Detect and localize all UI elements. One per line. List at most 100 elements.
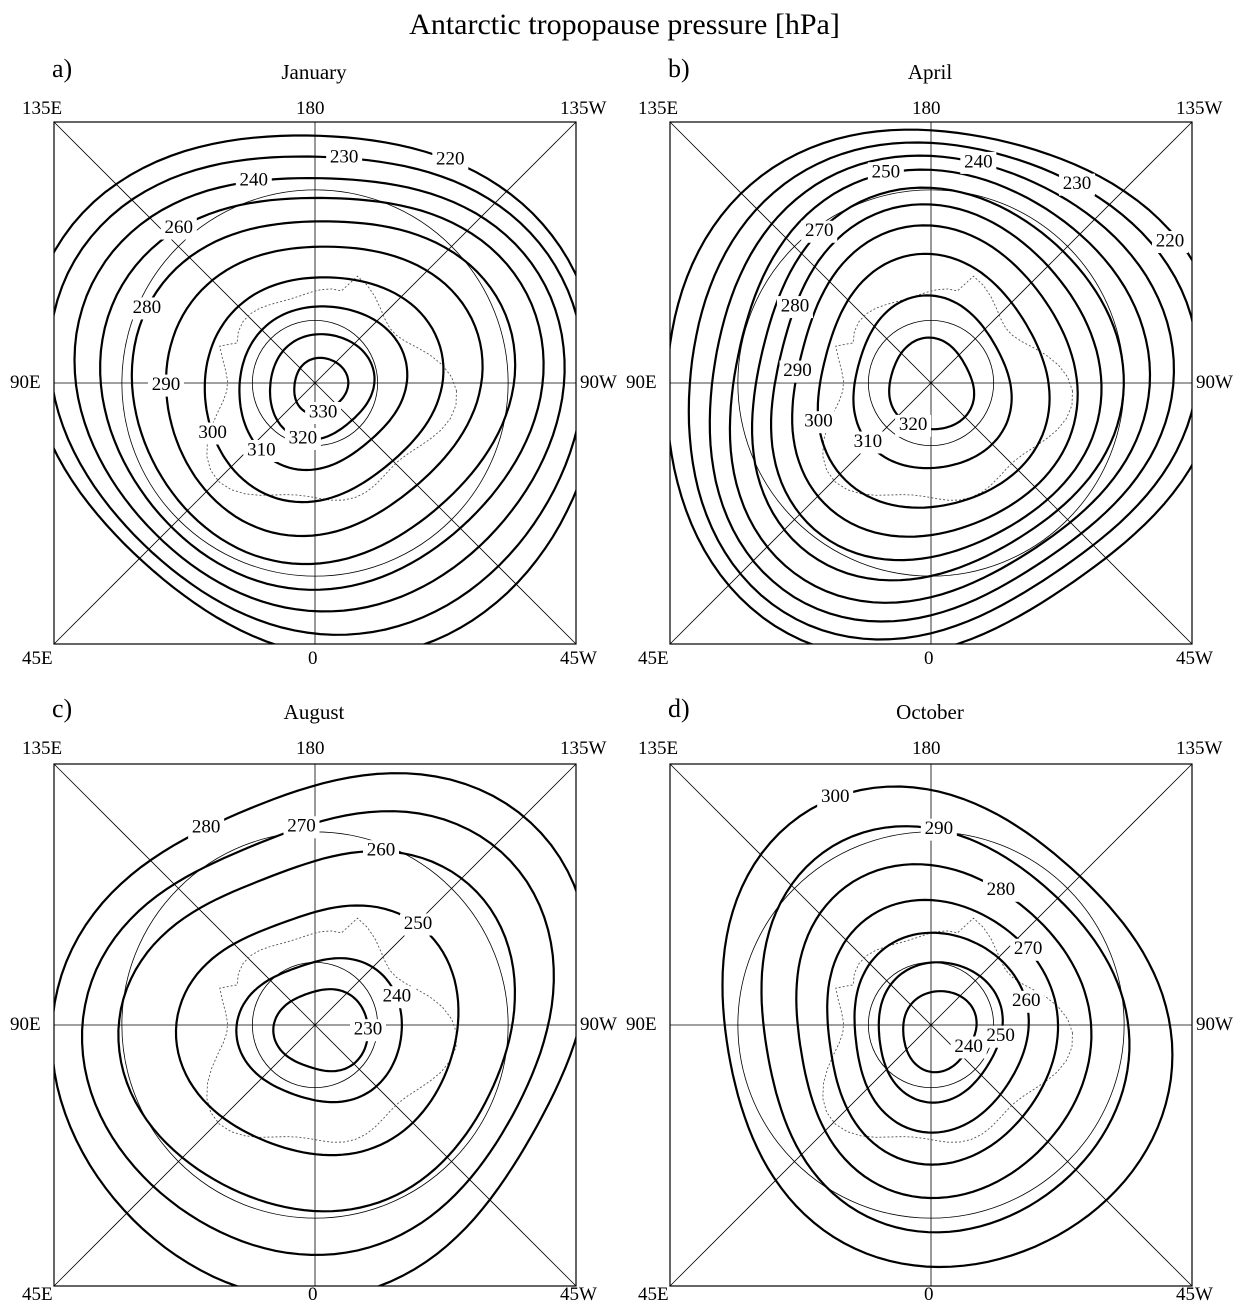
contour-label-260: 260	[1012, 990, 1041, 1011]
contour-250	[174, 904, 460, 1157]
panel-d-letter: d)	[668, 694, 690, 723]
contour-label-240: 240	[383, 986, 412, 1007]
latitude-circle-1	[867, 319, 995, 447]
panel-b-label-90e: 90E	[626, 372, 657, 393]
panel-c-label-135e: 135E	[22, 738, 63, 759]
contour-label-230: 230	[1063, 173, 1092, 194]
panel-b-month: April	[907, 60, 953, 84]
contour-290	[791, 224, 1079, 538]
contour-300	[203, 276, 445, 504]
panel-b-label-0: 0	[924, 648, 934, 669]
contour-label-250: 250	[872, 162, 901, 183]
contour-230	[272, 988, 370, 1073]
contour-label-320: 320	[899, 414, 928, 435]
panel-d-label-45w: 45W	[1176, 1284, 1213, 1305]
contour-240	[708, 154, 1176, 623]
contour-label-bg	[243, 439, 280, 462]
panel-d-label-0: 0	[924, 1284, 934, 1305]
contour-label-bg	[960, 151, 997, 174]
contour-310	[852, 294, 1013, 470]
panel-a-label-180: 180	[296, 98, 325, 119]
panel-b-label-45e: 45E	[638, 648, 669, 669]
contour-280	[130, 220, 517, 566]
contour-label-bg	[817, 786, 854, 809]
panel-c-label-0: 0	[308, 1284, 318, 1305]
panel-a-label-90w: 90W	[580, 372, 617, 393]
panel-c-label-135w: 135W	[560, 738, 607, 759]
panel-d-label-180: 180	[912, 738, 941, 759]
contour-label-280: 280	[133, 297, 162, 318]
panel-c-label-180: 180	[296, 738, 325, 759]
contour-label-bg	[849, 431, 886, 454]
contour-label-bg	[363, 840, 400, 863]
contour-label-320: 320	[289, 427, 318, 448]
contour-label-310: 310	[247, 439, 276, 460]
graticule	[53, 763, 577, 1287]
contour-270	[751, 186, 1125, 582]
contour-label-250: 250	[404, 913, 433, 934]
latitude-circle-2	[121, 189, 509, 577]
contour-label-290: 290	[925, 818, 954, 839]
figure-title: Antarctic tropopause pressure [hPa]	[409, 8, 840, 41]
contour-300	[816, 252, 1051, 509]
contour-label-bg	[194, 422, 231, 445]
panel-a-label-0: 0	[308, 648, 318, 669]
contour-label-bg	[326, 146, 363, 169]
panel-c-label-90w: 90W	[580, 1014, 617, 1035]
contour-280	[795, 863, 1093, 1200]
contour-320	[268, 333, 376, 441]
contour-290	[760, 825, 1131, 1234]
panel-b-letter: b)	[668, 54, 690, 83]
contour-lines	[721, 785, 1174, 1269]
contour-label-bg	[779, 360, 816, 383]
contour-label-bg	[399, 913, 436, 936]
contour-label-230: 230	[330, 146, 359, 167]
contour-label-bg	[349, 1019, 386, 1042]
meridian-135w-45e	[669, 121, 1193, 645]
panel-b-label-135w: 135W	[1176, 98, 1223, 119]
contour-280	[54, 772, 576, 1286]
panel-c-label-90e: 90E	[10, 1014, 41, 1035]
contour-label-bg	[148, 374, 185, 397]
panel-a-label-135w: 135W	[560, 98, 607, 119]
panel-a: 220 230 240 260 280 290 300 310 320 330	[53, 121, 577, 645]
contour-label-bg	[950, 1036, 987, 1059]
contour-labels: 220 230 240 250 270 280 290 300 310 320	[776, 151, 1188, 454]
contour-label-240: 240	[964, 151, 993, 172]
contour-label-300: 300	[821, 786, 850, 807]
contour-label-bg	[801, 220, 838, 243]
contour-label-330: 330	[309, 401, 338, 422]
contour-label-bg	[235, 170, 272, 193]
contour-260	[117, 849, 517, 1213]
contour-lines	[54, 134, 576, 644]
panel-d-label-90e: 90E	[626, 1014, 657, 1035]
contour-label-bg	[982, 879, 1019, 902]
contour-label-bg	[982, 1025, 1019, 1048]
panel-b: 220 230 240 250 270 280 290 300 310 320	[669, 121, 1193, 645]
contour-label-bg	[283, 816, 320, 839]
contour-label-270: 270	[1014, 938, 1043, 959]
contour-250	[728, 168, 1152, 604]
contour-240	[73, 176, 566, 613]
panel-b-label-90w: 90W	[1196, 372, 1233, 393]
panel-b-label-180: 180	[912, 98, 941, 119]
contour-label-240: 240	[240, 170, 269, 191]
meridian-135w-45e	[53, 763, 577, 1287]
contour-280	[770, 203, 1103, 562]
contour-label-bg	[160, 217, 197, 240]
contour-label-290: 290	[152, 374, 181, 395]
contour-label-bg	[800, 411, 837, 434]
contour-label-bg	[776, 296, 813, 319]
contour-label-bg	[305, 401, 342, 424]
contour-lines	[670, 128, 1192, 644]
contour-230	[687, 141, 1192, 641]
contour-300	[721, 785, 1174, 1269]
graticule	[669, 763, 1193, 1287]
panel-a-label-45w: 45W	[560, 648, 597, 669]
contour-lines	[54, 772, 576, 1286]
contour-label-300: 300	[198, 422, 227, 443]
